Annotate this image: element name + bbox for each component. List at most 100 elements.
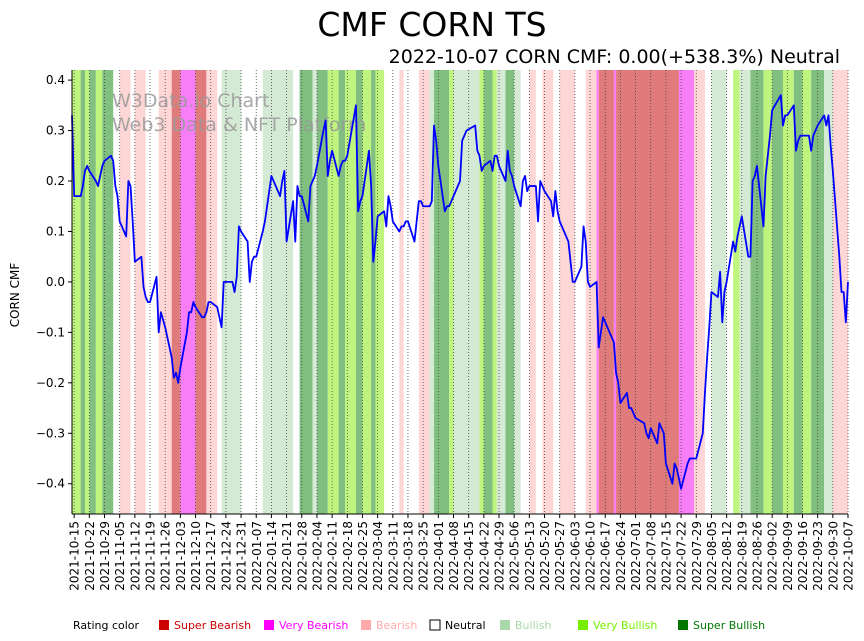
- legend-label-neutral: Neutral: [445, 619, 486, 632]
- band-very_bullish: [802, 70, 812, 514]
- band-super_bullish: [89, 70, 96, 514]
- x-tick-label: 2022-06-10: [584, 521, 598, 591]
- band-super_bearish: [598, 70, 614, 514]
- x-tick-label: 2022-03-25: [417, 521, 431, 591]
- band-super_bearish: [171, 70, 181, 514]
- x-tick-label: 2022-03-11: [386, 521, 400, 591]
- x-tick-label: 2022-07-22: [675, 521, 689, 591]
- band-super_bullish: [102, 70, 114, 514]
- band-very_bullish: [479, 70, 484, 514]
- rating-bands: [72, 70, 848, 514]
- band-very_bullish: [327, 70, 339, 514]
- chart-subtitle: 2022-10-07 CORN CMF: 0.00(+538.3%) Neutr…: [388, 46, 840, 68]
- band-super_bullish: [793, 70, 803, 514]
- x-tick-label: 2022-01-21: [280, 521, 294, 591]
- band-bearish: [694, 70, 705, 514]
- legend-label-very_bearish: Very Bearish: [279, 619, 348, 632]
- legend-label-bullish: Bullish: [515, 619, 551, 632]
- band-super_bullish: [80, 70, 86, 514]
- band-super_bearish: [195, 70, 207, 514]
- band-super_bullish: [433, 70, 450, 514]
- band-bearish: [399, 70, 404, 514]
- band-very_bullish: [375, 70, 385, 514]
- band-bullish: [824, 70, 833, 514]
- x-tick-label: 2022-04-01: [432, 521, 446, 591]
- x-tick-label: 2022-07-29: [690, 521, 704, 591]
- band-bullish: [221, 70, 242, 514]
- legend-swatch-very_bullish: [578, 620, 588, 630]
- band-bullish: [466, 70, 480, 514]
- watermark-text: W3Data.io Chart: [112, 90, 269, 112]
- x-tick-label: 2021-12-17: [204, 521, 218, 591]
- x-tick-label: 2021-12-31: [235, 521, 249, 591]
- x-tick-label: 2022-05-27: [553, 521, 567, 591]
- x-tick-label: 2022-05-13: [523, 521, 537, 591]
- x-tick-label: 2021-10-22: [83, 521, 97, 591]
- band-very_bullish: [733, 70, 740, 514]
- x-tick-label: 2021-11-05: [113, 521, 127, 591]
- band-bearish: [206, 70, 218, 514]
- band-very_bearish: [180, 70, 196, 514]
- y-tick-label: 0.3: [46, 124, 65, 138]
- x-tick-label: 2022-07-08: [644, 521, 658, 591]
- band-bullish: [453, 70, 467, 514]
- x-tick-label: 2022-04-29: [493, 521, 507, 591]
- band-super_bullish: [505, 70, 515, 514]
- band-bearish: [418, 70, 430, 514]
- band-super_bearish: [616, 70, 679, 514]
- band-bearish: [832, 70, 848, 514]
- x-tick-label: 2022-07-15: [659, 521, 673, 591]
- chart-title: CMF CORN TS: [317, 5, 547, 44]
- x-tick-label: 2022-09-02: [766, 521, 780, 591]
- legend-swatch-bullish: [500, 620, 510, 630]
- legend-swatch-super_bearish: [159, 620, 169, 630]
- legend-label-super_bearish: Super Bearish: [174, 619, 251, 632]
- x-tick-label: 2022-09-16: [796, 521, 810, 591]
- x-tick-label: 2022-09-09: [781, 521, 795, 591]
- x-grid: [73, 70, 849, 514]
- x-tick-label: 2022-10-07: [842, 521, 856, 591]
- legend-swatch-very_bearish: [264, 620, 274, 630]
- x-tick-label: 2022-02-25: [356, 521, 370, 591]
- x-tick-label: 2022-04-08: [447, 521, 461, 591]
- x-tick-label: 2022-01-14: [265, 521, 279, 591]
- band-very_bullish: [763, 70, 773, 514]
- band-very_bullish: [362, 70, 372, 514]
- y-tick-label: 0.4: [46, 73, 65, 87]
- x-tick-label: 2022-06-17: [599, 521, 613, 591]
- x-tick-label: 2022-04-22: [477, 521, 491, 591]
- x-tick-label: 2021-12-10: [189, 521, 203, 591]
- x-tick-label: 2022-03-18: [401, 521, 415, 591]
- cmf-series: [71, 94, 849, 490]
- band-super_bullish: [483, 70, 493, 514]
- band-bearish: [119, 70, 131, 514]
- x-tick-label: 2022-05-20: [538, 521, 552, 591]
- y-tick-label: −0.2: [36, 376, 65, 390]
- band-bearish: [529, 70, 536, 514]
- band-very_bullish: [782, 70, 794, 514]
- legend-swatch-neutral: [429, 619, 441, 631]
- band-super_bullish: [772, 70, 783, 514]
- x-tick-label: 2022-03-04: [371, 521, 385, 591]
- legend-label-very_bullish: Very Bullish: [593, 619, 657, 632]
- rating-legend: Rating color Super Bearish Very Bearish Bea…: [73, 619, 765, 632]
- x-tick-label: 2022-02-18: [341, 521, 355, 591]
- legend-title: Rating color: [73, 619, 140, 632]
- x-tick-label: 2022-02-04: [310, 521, 324, 591]
- x-tick-label: 2022-08-19: [735, 521, 749, 591]
- x-tick-label: 2021-11-26: [159, 521, 173, 591]
- x-tick-label: 2021-11-12: [128, 521, 142, 591]
- x-tick-label: 2021-11-19: [144, 521, 158, 591]
- y-tick-label: 0.0: [46, 275, 65, 289]
- y-tick-label: 0.2: [46, 174, 65, 188]
- band-super_bullish: [355, 70, 363, 514]
- x-tick-label: 2022-01-28: [295, 521, 309, 591]
- x-tick-label: 2021-12-03: [174, 521, 188, 591]
- legend-label-super_bullish: Super Bullish: [693, 619, 765, 632]
- legend-swatch-super_bullish: [678, 620, 688, 630]
- x-tick-label: 2021-12-24: [219, 521, 233, 591]
- x-tick-label: 2021-10-29: [98, 521, 112, 591]
- cmf-line: [71, 94, 849, 490]
